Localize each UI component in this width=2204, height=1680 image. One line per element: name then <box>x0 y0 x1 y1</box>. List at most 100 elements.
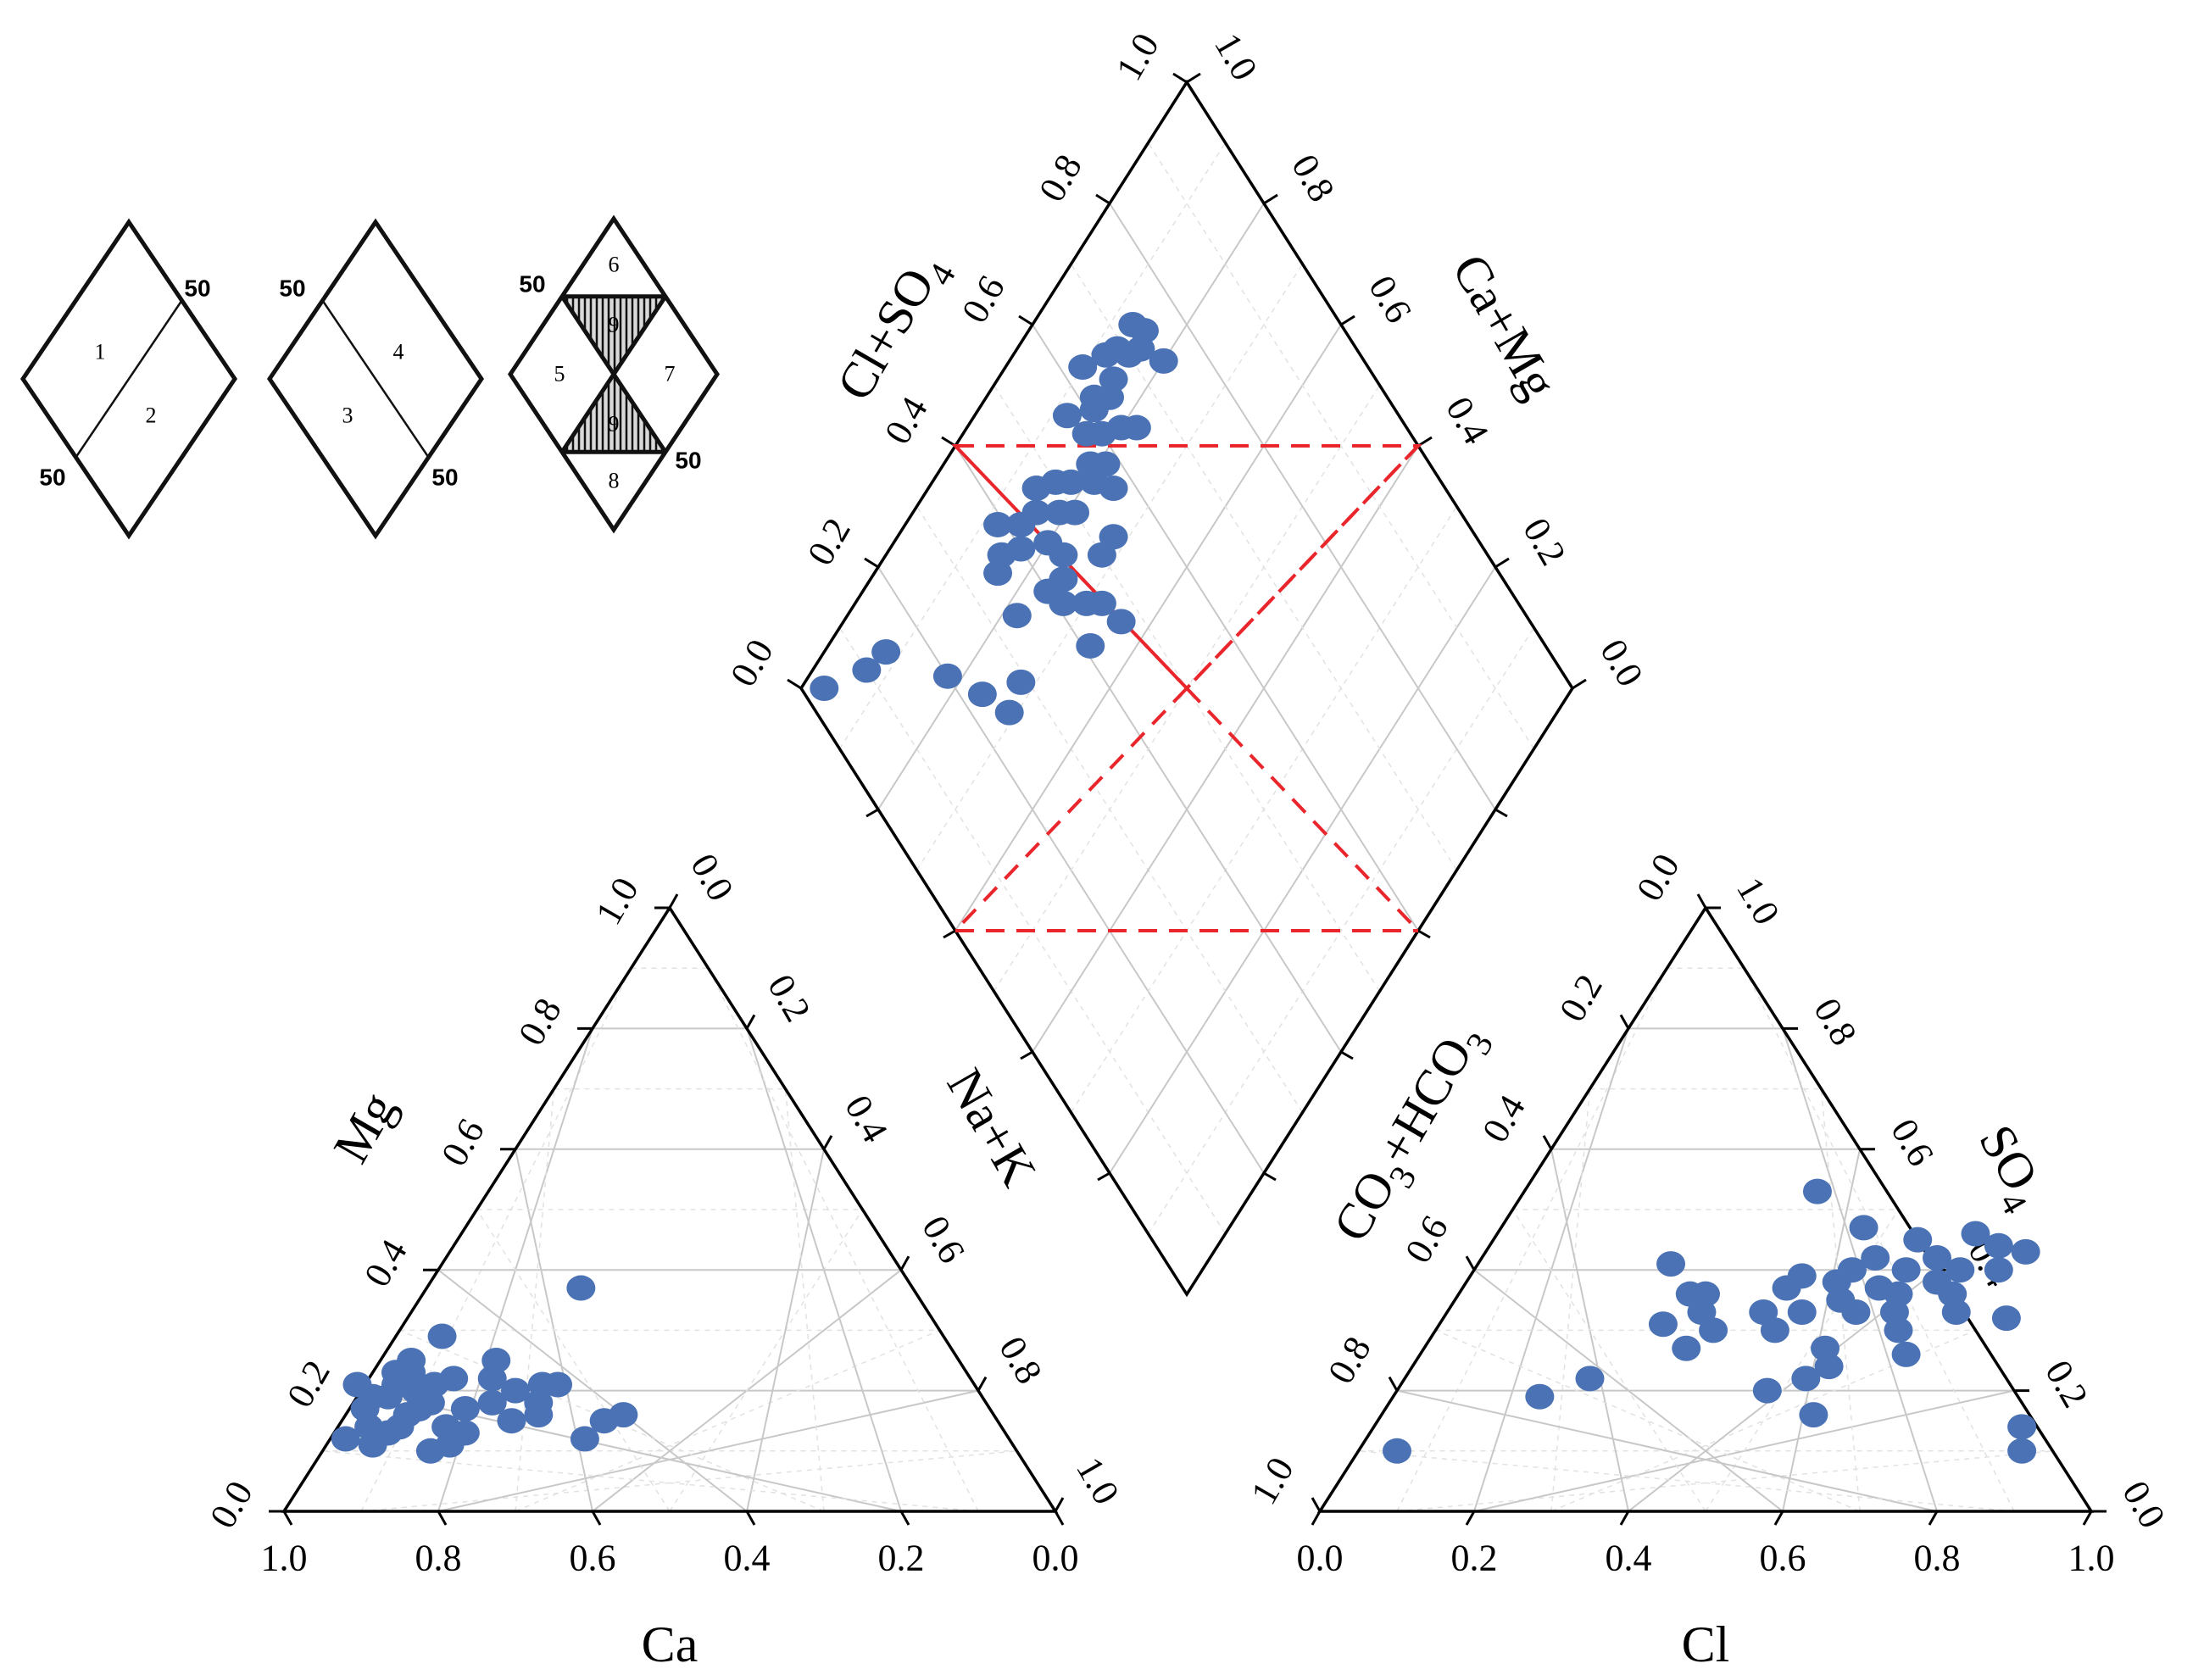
diamond-right-tick-label: 0.6 <box>1361 269 1420 330</box>
key-diamond-outline <box>19 218 238 540</box>
anion-sample-point <box>1961 1221 1990 1247</box>
key-diamond-outline <box>507 214 721 534</box>
anion-right-tick-label: 0.0 <box>2114 1474 2173 1535</box>
region-upper-triangle <box>951 444 1422 691</box>
diamond-sample-point <box>983 511 1013 537</box>
anion-sample-point <box>1575 1366 1605 1392</box>
diamond-left-tick <box>1095 193 1110 205</box>
anion-bottom-tick-label: 1.0 <box>2068 1538 2115 1579</box>
key-divider <box>321 299 430 459</box>
diamond-right-tick-label: 0.0 <box>1592 632 1651 693</box>
cation-grid-line <box>746 1028 902 1512</box>
cation-bottom-tick-label: 0.8 <box>415 1538 462 1579</box>
cation-right-tick-label: 1.0 <box>1068 1450 1127 1511</box>
label-part: SO <box>1968 1115 2050 1199</box>
diamond-frame <box>799 79 1575 1298</box>
key-region-label: 6 <box>609 253 620 277</box>
cation-right-tick <box>745 1014 756 1030</box>
anion-sample-point <box>1837 1257 1867 1283</box>
diamond-right-tick-label: 1.0 <box>1206 26 1266 87</box>
cation-frame <box>281 904 1059 1513</box>
diamond-sample-point <box>1106 609 1136 635</box>
key-divider <box>75 299 183 459</box>
key-divider <box>559 295 668 453</box>
anion-sample-point <box>1787 1263 1817 1289</box>
anion-sample-point <box>1841 1299 1871 1326</box>
cation-bottom-tick <box>437 1510 448 1526</box>
diamond-sample-point <box>1002 603 1032 629</box>
anion-left-tick-label: 0.2 <box>1551 967 1611 1028</box>
diamond-tick <box>1340 1050 1354 1060</box>
diamond-sample-point <box>1033 578 1063 604</box>
anion-sample-point <box>1656 1251 1686 1277</box>
cation-bottom-tick-label: 0.4 <box>724 1538 771 1579</box>
diamond-sample-point <box>852 657 882 683</box>
key-region-label: 2 <box>146 403 157 428</box>
diamond-tick <box>1494 808 1508 818</box>
anion-left-tick <box>1619 1014 1630 1030</box>
diamond-left-tick-label: 1.0 <box>1108 26 1167 87</box>
diamond-right-tick-label: 0.4 <box>1438 390 1497 451</box>
diamond-sample-point <box>1021 476 1051 502</box>
anion-sample-point <box>1984 1232 2013 1259</box>
key-region-label: 5 <box>554 362 565 387</box>
diamond-right-tick-label: 0.8 <box>1283 147 1343 209</box>
diamond-sample-point <box>1087 590 1116 616</box>
anion-left-tick <box>1311 1497 1322 1512</box>
diamond-sample-point <box>983 560 1013 587</box>
anion-triangle: 0.01.00.00.20.80.20.40.60.40.60.40.60.80… <box>1243 847 2173 1672</box>
cation-right-tick-label: 0.2 <box>760 967 819 1028</box>
anion-frame <box>1316 904 2095 1513</box>
diamond-tick <box>1020 1050 1033 1060</box>
diamond-sample-point <box>1076 632 1105 659</box>
anion-left-tick <box>1542 1135 1553 1150</box>
anion-grid-line <box>1396 1450 2053 1512</box>
diamond-right-tick <box>1263 193 1278 205</box>
key-region-label: 4 <box>393 340 404 364</box>
anion-left-tick-label: 0.8 <box>1320 1330 1379 1391</box>
diamond-sample-point <box>1006 511 1036 537</box>
classification-key: 1 2 50 50 4 3 50 50 6 9 5 7 9 8 50 50 <box>19 214 721 540</box>
anion-bottom-tick <box>2082 1510 2093 1526</box>
key-region-label: 8 <box>609 469 620 493</box>
anion-sample-point <box>1984 1257 2013 1283</box>
cation-left-tick-label: 0.2 <box>279 1354 338 1415</box>
cation-bottom-tick-label: 0.0 <box>1032 1538 1079 1579</box>
diamond-right-tick <box>1340 314 1355 326</box>
diamond-grid-line <box>1109 203 1496 810</box>
diamond-grid-line <box>916 264 1304 871</box>
key-50-mark: 50 <box>675 448 701 474</box>
cation-right-tick <box>1054 1497 1065 1512</box>
diamond-sample-point <box>1114 342 1144 368</box>
anion-sample-point <box>1791 1366 1821 1392</box>
diamond-sample-point <box>1099 476 1128 502</box>
diamond-tick <box>1263 1171 1277 1182</box>
cation-sample-point <box>497 1408 526 1434</box>
diamond-sample-point <box>1044 499 1074 526</box>
key-region-label: 9 <box>609 412 620 437</box>
anion-left-tick-label: 1.0 <box>1243 1450 1302 1511</box>
diamond-sample-point <box>810 676 839 701</box>
diamond-left-tick <box>864 557 879 569</box>
diamond-sample-point <box>1121 414 1151 441</box>
diamond-right-tick <box>1186 72 1201 84</box>
diamond-sample-point <box>1091 342 1121 368</box>
cation-sample-point <box>450 1395 480 1421</box>
anion-bottom-tick-label: 0.8 <box>1914 1538 1961 1579</box>
cation-right-tick-label: 0.8 <box>991 1330 1050 1391</box>
cation-sample-point <box>481 1348 511 1373</box>
diamond-tick <box>865 808 879 818</box>
key-region-label: 7 <box>665 362 676 387</box>
cation-bottom-tick <box>591 1510 602 1526</box>
diamond-sample-point <box>1068 354 1098 381</box>
anion-sample-point <box>1648 1311 1678 1338</box>
anion-sample-point <box>1861 1244 1890 1271</box>
anion-grid-line <box>1782 1149 1861 1512</box>
key-region-label: 9 <box>609 313 620 337</box>
anion-sample-point <box>1891 1341 1921 1367</box>
anion-grid-line <box>1358 1450 2015 1512</box>
cation-sample-point <box>331 1426 360 1452</box>
cation-bottom-tick <box>899 1510 910 1526</box>
anion-bottom-tick-label: 0.2 <box>1451 1538 1498 1579</box>
